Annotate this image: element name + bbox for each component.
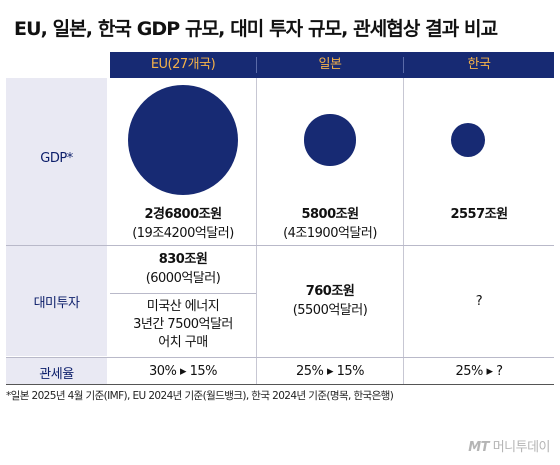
investment-eu-energy-2: 3년간 7500억달러 [133, 317, 233, 332]
investment-eu-energy-1: 미국산 에너지 [146, 299, 220, 314]
investment-japan-usd: (5500억달러) [292, 303, 368, 318]
investment-korea: ? [475, 294, 483, 309]
gdp-eu-usd: (19조4200억달러) [132, 226, 234, 241]
row-label-gdp: GDP* [6, 78, 107, 245]
gdp-eu-krw: 2경6800조원 [144, 207, 222, 222]
investment-eu-top: 830조원 (6000억달러) [110, 250, 256, 288]
investment-eu-bottom: 미국산 에너지 3년간 7500억달러 어치 구매 [110, 298, 256, 352]
gdp-value-japan: 5800조원 (4조1900억달러) [257, 205, 403, 243]
footnote: *일본 2025년 4월 기준(IMF), EU 2024년 기준(월드뱅크),… [6, 390, 394, 402]
tariff-japan: 25% ▸ 15% [295, 364, 365, 379]
investment-japan-krw: 760조원 [305, 284, 355, 299]
column-header-row: EU(27개국) 일본 한국 [110, 52, 554, 78]
investment-japan: 760조원 (5500억달러) [257, 282, 403, 320]
column-header-korea: 한국 [467, 57, 491, 72]
gdp-circle-eu [128, 85, 238, 195]
gdp-value-eu: 2경6800조원 (19조4200억달러) [110, 205, 256, 243]
investment-eu-usd: (6000억달러) [145, 271, 221, 286]
row-label-investment-text: 대미투자 [33, 296, 80, 311]
row-label-gdp-text: GDP* [40, 151, 73, 166]
column-header-japan: 일본 [318, 57, 342, 72]
investment-eu-energy-3: 어치 구매 [158, 335, 208, 350]
row-label-tariff-text: 관세율 [39, 367, 74, 382]
row-label-tariff: 관세율 [6, 358, 107, 384]
row-label-investment: 대미투자 [6, 246, 107, 356]
watermark: MT 머니투데이 [468, 436, 550, 455]
tariff-eu: 30% ▸ 15% [148, 364, 218, 379]
gdp-value-korea: 2557조원 [404, 205, 554, 224]
investment-eu-krw: 830조원 [158, 252, 208, 267]
gdp-circle-japan [304, 114, 356, 166]
watermark-name: 머니투데이 [492, 440, 551, 455]
tariff-korea: 25% ▸ ? [455, 364, 503, 379]
gdp-circle-korea [451, 123, 485, 157]
gdp-japan-usd: (4조1900억달러) [283, 226, 377, 241]
gdp-japan-krw: 5800조원 [301, 207, 359, 222]
page-title: EU, 일본, 한국 GDP 규모, 대미 투자 규모, 관세협상 결과 비교 [14, 18, 498, 40]
gdp-korea-krw: 2557조원 [450, 207, 508, 222]
column-header-eu: EU(27개국) [150, 57, 216, 72]
watermark-logo: MT [468, 440, 490, 455]
